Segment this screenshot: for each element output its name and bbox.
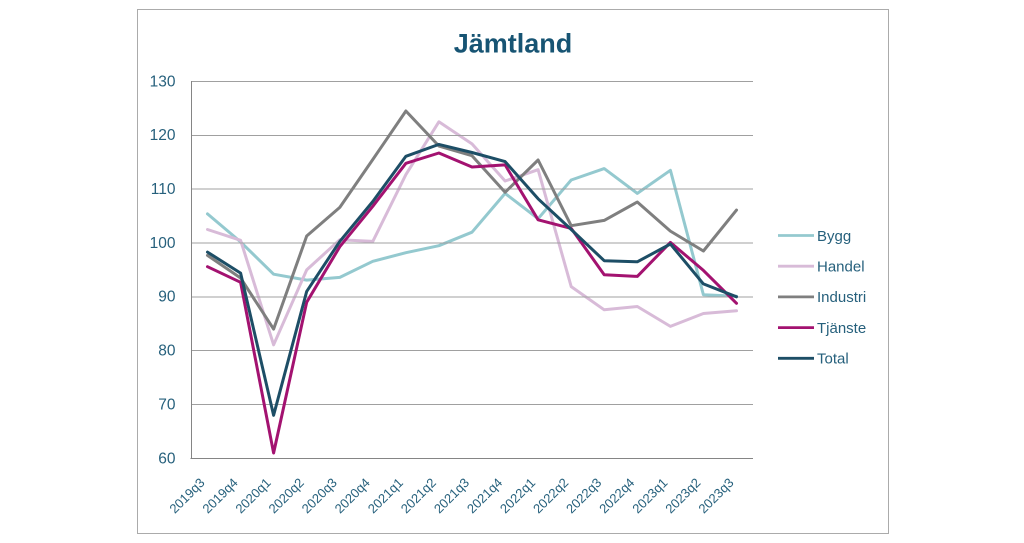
svg-text:Bygg: Bygg <box>817 228 851 245</box>
svg-text:90: 90 <box>158 289 176 306</box>
svg-text:110: 110 <box>151 181 176 198</box>
svg-text:60: 60 <box>158 450 176 467</box>
svg-text:Total: Total <box>817 351 849 368</box>
svg-text:130: 130 <box>150 73 176 90</box>
svg-text:Industri: Industri <box>817 289 866 306</box>
svg-text:100: 100 <box>150 235 176 252</box>
svg-text:70: 70 <box>158 396 176 413</box>
svg-text:120: 120 <box>150 127 176 144</box>
svg-text:Handel: Handel <box>817 259 865 276</box>
svg-text:Tjänste: Tjänste <box>817 320 866 337</box>
svg-text:80: 80 <box>158 343 176 360</box>
svg-text:Jämtland: Jämtland <box>454 29 573 59</box>
